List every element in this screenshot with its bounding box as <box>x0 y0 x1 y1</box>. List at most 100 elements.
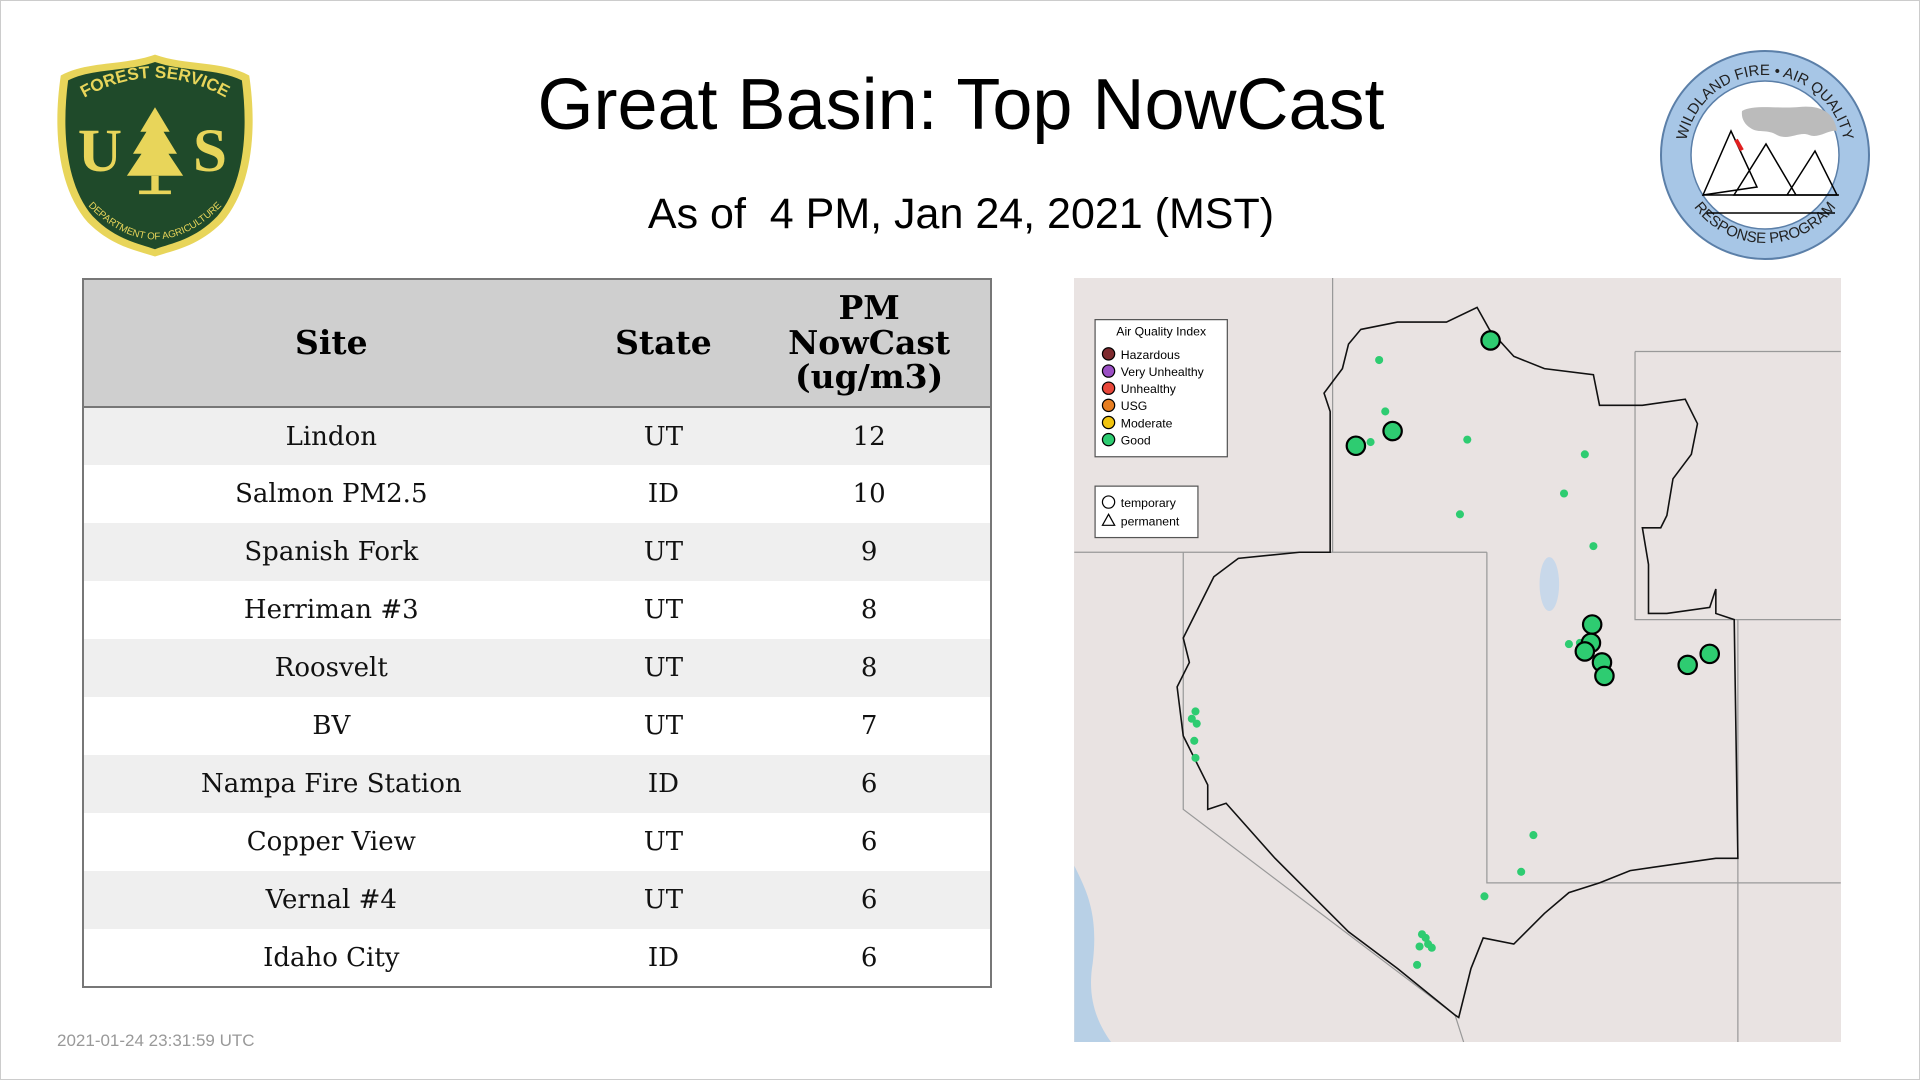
wfaq-logo: WILDLAND FIRE • AIR QUALITY RESPONSE PRO… <box>1660 50 1870 260</box>
site-marker-small <box>1589 542 1598 551</box>
legend-site-type: temporary permanent <box>1094 485 1199 539</box>
site-marker-small <box>1564 640 1573 649</box>
legend-swatch-usg <box>1101 398 1116 413</box>
aqi-map[interactable]: Air Quality Index Hazardous Very Unhealth… <box>1074 278 1841 1043</box>
site-marker-small <box>1580 450 1589 459</box>
site-marker-small <box>1559 489 1569 498</box>
legend-label: Very Unhealthy <box>1121 365 1205 379</box>
page-title: Great Basin: Top NowCast <box>537 65 1385 145</box>
legend-aqi: Air Quality Index Hazardous Very Unhealth… <box>1094 319 1228 458</box>
cell-site: Vernal #4 <box>83 871 579 929</box>
site-marker-small <box>1190 736 1199 745</box>
great-basin-boundary <box>1176 306 1739 1019</box>
site-marker-small <box>1415 942 1424 951</box>
table-row: BV UT 7 <box>83 697 991 755</box>
legend-permanent: permanent <box>1121 514 1180 528</box>
table-row: Herriman #3 UT 8 <box>83 581 991 639</box>
legend-title: Air Quality Index <box>1116 325 1206 339</box>
site-marker-small <box>1421 933 1430 942</box>
table-row: Lindon UT 12 <box>83 407 991 465</box>
legend-label: Hazardous <box>1121 348 1180 362</box>
cell-pm: 8 <box>748 581 991 639</box>
site-marker-top <box>1574 641 1596 662</box>
legend-label: USG <box>1121 399 1148 413</box>
state-boundaries <box>1074 278 1841 1043</box>
cell-pm: 10 <box>748 465 991 523</box>
site-marker-small <box>1192 719 1201 728</box>
site-marker-top <box>1581 614 1603 635</box>
cell-site: Roosvelt <box>83 639 579 697</box>
site-marker-small <box>1480 892 1489 901</box>
cell-site: Spanish Fork <box>83 523 579 581</box>
cell-state: ID <box>578 929 749 987</box>
cell-pm: 8 <box>748 639 991 697</box>
site-marker-small <box>1455 510 1464 519</box>
page-subtitle: As of 4 PM, Jan 24, 2021 (MST) <box>647 190 1275 238</box>
legend-temporary: temporary <box>1121 496 1177 510</box>
cell-pm: 7 <box>748 697 991 755</box>
header-site: Site <box>83 279 579 408</box>
site-marker-small <box>1191 707 1200 716</box>
site-marker-small <box>1529 831 1538 840</box>
cell-pm: 6 <box>748 813 991 871</box>
site-marker-top <box>1345 435 1367 457</box>
site-marker-top <box>1480 330 1501 351</box>
cell-site: Salmon PM2.5 <box>83 465 579 523</box>
top-nowcast-table: Site State PM NowCast (ug/m3) Lindon UT 12… <box>82 278 992 988</box>
cell-pm: 6 <box>748 929 991 987</box>
site-marker-small <box>1517 867 1526 876</box>
table-header-row: Site State PM NowCast (ug/m3) <box>83 279 991 408</box>
cell-pm: 6 <box>748 755 991 813</box>
cell-state: UT <box>578 523 749 581</box>
cell-state: UT <box>578 581 749 639</box>
site-marker-small <box>1413 960 1422 969</box>
legend-label: Moderate <box>1121 416 1173 430</box>
table-row: Nampa Fire Station ID 6 <box>83 755 991 813</box>
site-marker-small <box>1381 407 1390 416</box>
cell-state: UT <box>578 639 749 697</box>
table-row: Roosvelt UT 8 <box>83 639 991 697</box>
table-row: Copper View UT 6 <box>83 813 991 871</box>
usfs-letter-u: U <box>78 117 122 185</box>
table-row: Idaho City ID 6 <box>83 929 991 987</box>
header-pm-nowcast: PM NowCast (ug/m3) <box>748 279 991 408</box>
cell-site: Herriman #3 <box>83 581 579 639</box>
great-salt-lake <box>1539 557 1560 612</box>
site-marker-small <box>1191 753 1200 762</box>
cell-state: UT <box>578 871 749 929</box>
cell-state: ID <box>578 465 749 523</box>
ocean <box>1074 865 1112 1042</box>
legend-swatch-good <box>1101 432 1116 447</box>
cell-site: Nampa Fire Station <box>83 755 579 813</box>
cell-state: UT <box>578 813 749 871</box>
cell-site: BV <box>83 697 579 755</box>
site-marker-top <box>1677 654 1698 676</box>
site-marker-small <box>1427 943 1436 952</box>
cell-state: UT <box>578 407 749 465</box>
header-state: State <box>578 279 749 408</box>
usfs-logo: FOREST SERVICE DEPARTMENT OF AGRICULTURE… <box>57 54 253 257</box>
usfs-letter-s: S <box>193 117 227 185</box>
legend-swatch-moderate <box>1101 415 1116 430</box>
cell-state: UT <box>578 697 749 755</box>
legend-swatch-hazardous <box>1101 347 1116 361</box>
cell-pm: 9 <box>748 523 991 581</box>
timestamp: 2021-01-24 23:31:59 UTC <box>57 1031 255 1050</box>
legend-label: Good <box>1121 434 1151 448</box>
site-marker-small <box>1463 435 1472 444</box>
site-marker-small <box>1187 714 1196 723</box>
cell-site: Idaho City <box>83 929 579 987</box>
table-row: Vernal #4 UT 6 <box>83 871 991 929</box>
legend-label: Unhealthy <box>1121 382 1177 396</box>
legend-swatch-unhealthy <box>1101 381 1116 395</box>
table-row: Salmon PM2.5 ID 10 <box>83 465 991 523</box>
site-marker-small <box>1375 355 1384 365</box>
cell-site: Copper View <box>83 813 579 871</box>
cell-pm: 6 <box>748 871 991 929</box>
site-markers <box>1187 330 1721 969</box>
map-canvas: Air Quality Index Hazardous Very Unhealth… <box>1074 278 1841 1043</box>
site-marker-top <box>1699 643 1721 665</box>
cell-state: ID <box>578 755 749 813</box>
cell-pm: 12 <box>748 407 991 465</box>
site-marker-top <box>1382 420 1403 442</box>
